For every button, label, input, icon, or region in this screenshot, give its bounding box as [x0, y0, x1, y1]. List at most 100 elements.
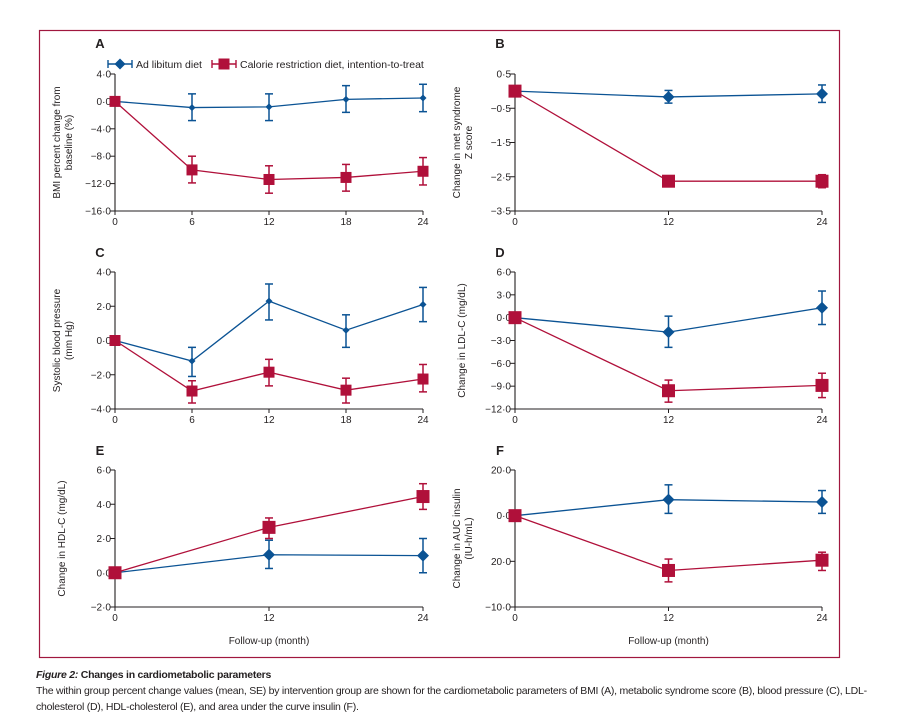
x-tick-label: 12 [663, 613, 675, 624]
data-point-square [262, 520, 276, 534]
caption-title: Changes in cardiometabolic parameters [80, 669, 272, 681]
y-axis-title-line: BMI percent change from [52, 86, 63, 198]
x-tick-label: 24 [816, 613, 828, 624]
data-point-square [109, 335, 121, 346]
y-axis-title: BMI percent change frombaseline (%) [52, 86, 75, 198]
panel-letter: F [496, 443, 504, 458]
y-axis-title: Change in met syndromeZ score [452, 86, 475, 198]
data-point-square [508, 311, 522, 325]
data-point-square [186, 164, 198, 176]
y-tick-label: −2·5 [491, 172, 512, 183]
series-calorie-restriction [508, 311, 829, 403]
y-tick-label: 6·0 [497, 268, 512, 279]
x-tick-label: 0 [512, 217, 518, 228]
panel-f: F 20·0 0·0 20·0 −10·00 12 24 Change in AUC insu… [452, 443, 829, 647]
data-point-square [263, 173, 275, 185]
panel-d: D 6·0 3·0 0·0 −3·0 −6·0 −9·0 −12·00 12 24 Change i… [457, 245, 829, 426]
series-ad-libitum [509, 484, 828, 522]
data-point-diamond [265, 103, 273, 111]
legend-square-icon [218, 58, 230, 70]
panel-letter: C [95, 245, 105, 260]
data-point-square [108, 566, 122, 580]
y-axis-title-line: Z score [464, 125, 475, 159]
series-calorie-restriction [108, 482, 430, 580]
x-tick-label: 0 [112, 217, 118, 228]
y-axis-title-line: Change in HDL-C (mg/dL) [57, 480, 68, 596]
y-tick-label: 4·0 [97, 500, 112, 511]
x-tick-label: 6 [189, 415, 195, 426]
y-axis-title: Change in AUC insulin(IU-h/mL) [452, 488, 475, 588]
x-tick-label: 0 [512, 415, 518, 426]
x-tick-label: 24 [816, 217, 828, 228]
y-tick-label: 0·0 [97, 336, 112, 347]
y-tick-label: −3·0 [491, 336, 512, 347]
y-tick-label: −12·0 [85, 179, 111, 190]
panel-letter: A [95, 36, 105, 51]
data-point-square [263, 366, 275, 378]
legend-label: Ad libitum diet [136, 59, 202, 71]
data-point-square [417, 165, 429, 177]
y-tick-label: −1·5 [491, 138, 512, 149]
y-tick-label: 20·0 [491, 557, 511, 568]
caption-title-line: Figure 2: Changes in cardiometabolic par… [36, 667, 886, 683]
y-axis-title-line: Change in AUC insulin [452, 488, 463, 588]
y-tick-label: −16·0 [85, 207, 111, 218]
y-axis-title: Change in LDL-C (mg/dL) [457, 283, 468, 398]
panel-a: A 4·0 0·0 −4·0 −8·0 −12·0 −16·00 6 12 18 24 BMI per… [52, 36, 429, 228]
panel-letter: E [96, 443, 105, 458]
y-axis-title-line: Change in LDL-C (mg/dL) [457, 283, 468, 398]
series-ad-libitum [509, 84, 828, 104]
data-point-square [815, 378, 829, 392]
y-tick-label: −9·0 [491, 382, 512, 393]
data-point-diamond [662, 326, 675, 339]
x-tick-label: 12 [263, 613, 275, 624]
legend-item-calorie-restriction: Calorie restriction diet, intention-to-t… [211, 58, 424, 71]
x-tick-label: 12 [263, 415, 275, 426]
data-point-diamond [662, 493, 675, 506]
y-tick-label: 4·0 [97, 70, 112, 81]
data-point-diamond [342, 95, 350, 103]
data-point-square [662, 563, 675, 577]
data-point-diamond [816, 495, 828, 508]
data-point-square [662, 384, 675, 398]
y-axis-title-line: (mm Hg) [64, 321, 75, 360]
data-point-diamond [265, 297, 273, 305]
y-tick-label: −10·0 [485, 603, 511, 614]
y-axis-title-line: Systolic blood pressure [52, 288, 63, 392]
y-tick-label: 20·0 [491, 466, 511, 477]
data-point-diamond [419, 301, 427, 309]
series-ad-libitum [111, 83, 427, 122]
panel-letter: D [495, 245, 504, 260]
x-tick-label: 24 [816, 415, 828, 426]
y-tick-label: 2·0 [97, 302, 112, 313]
panel-letter: B [495, 36, 504, 51]
caption-text: The within group percent change values (… [36, 685, 867, 713]
y-axis-title: Change in HDL-C (mg/dL) [57, 480, 68, 596]
y-tick-label: −0·5 [491, 104, 512, 115]
series-calorie-restriction [508, 509, 829, 583]
y-tick-label: 0·0 [497, 511, 512, 522]
data-point-diamond [419, 94, 427, 102]
data-point-square [416, 490, 430, 504]
y-tick-label: −2·0 [91, 603, 112, 614]
y-tick-label: 2·0 [97, 534, 112, 545]
y-axis-title-line: Change in met syndrome [452, 86, 463, 198]
data-point-square [815, 553, 829, 567]
x-tick-label: 18 [340, 415, 352, 426]
x-tick-label: 0 [512, 613, 518, 624]
x-tick-label: 6 [189, 217, 195, 228]
legend-label: Calorie restriction diet, intention-to-t… [240, 59, 424, 71]
y-tick-label: −8·0 [91, 152, 112, 163]
data-point-square [186, 385, 198, 397]
data-point-diamond [662, 90, 675, 103]
series-calorie-restriction [109, 95, 429, 194]
y-axis-title-line: baseline (%) [64, 115, 75, 171]
x-tick-label: 24 [417, 415, 429, 426]
y-axis-title: Systolic blood pressure(mm Hg) [52, 288, 75, 392]
y-tick-label: 3·0 [497, 290, 512, 301]
x-tick-label: 12 [663, 415, 675, 426]
y-tick-label: 0·5 [497, 70, 512, 81]
data-point-diamond [816, 87, 828, 100]
x-axis-title: Follow-up (month) [628, 636, 709, 647]
x-tick-label: 12 [263, 217, 275, 228]
